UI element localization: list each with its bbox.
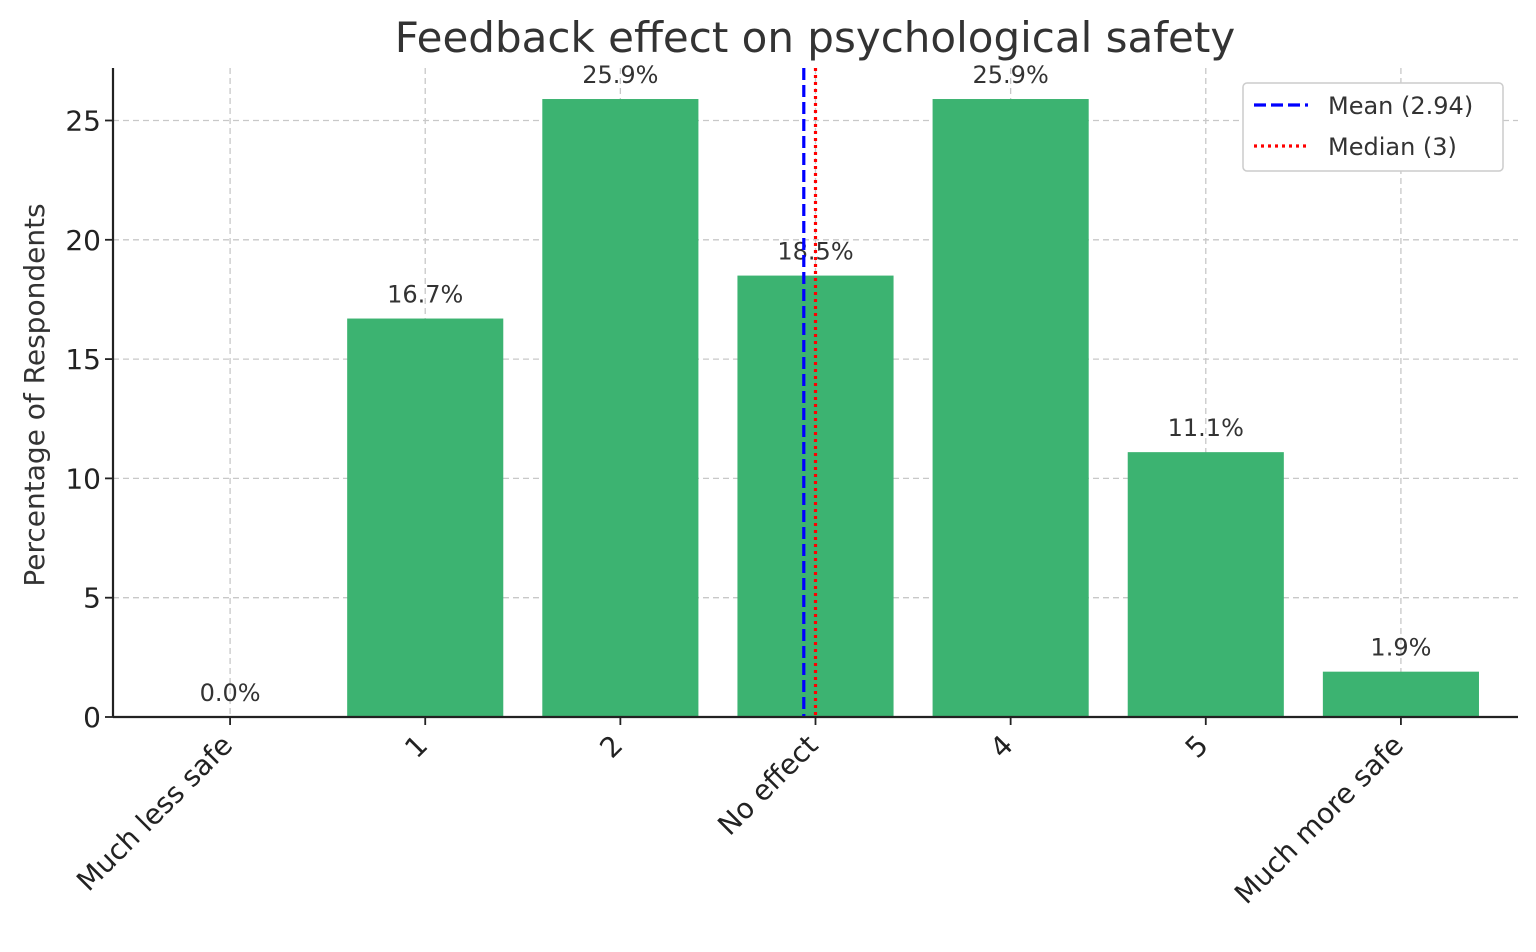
x-tick-label: 5 xyxy=(1179,729,1215,765)
legend-median-label: Median (3) xyxy=(1328,133,1457,161)
bar xyxy=(542,99,699,718)
y-axis-label: Percentage of Respondents xyxy=(18,203,51,586)
bar-value-label: 25.9% xyxy=(973,61,1049,89)
bar-value-label: 11.1% xyxy=(1168,414,1244,442)
y-tick-label: 15 xyxy=(65,343,101,376)
bar-value-label: 16.7% xyxy=(387,281,463,309)
chart-title: Feedback effect on psychological safety xyxy=(395,13,1235,62)
legend-mean-label: Mean (2.94) xyxy=(1328,92,1473,120)
bar-value-label: 25.9% xyxy=(582,61,658,89)
bar xyxy=(932,99,1089,718)
bar xyxy=(1322,671,1479,717)
reference-lines xyxy=(802,68,818,717)
bar xyxy=(347,318,504,717)
legend: Mean (2.94) Median (3) xyxy=(1242,82,1504,172)
y-tick-label: 25 xyxy=(65,104,101,137)
y-tick-label: 10 xyxy=(65,462,101,495)
x-tick-label: 1 xyxy=(398,729,434,765)
y-tick-label: 20 xyxy=(65,224,101,257)
x-tick-label: Much less safe xyxy=(70,729,239,898)
bar-value-label: 0.0% xyxy=(200,679,261,707)
data-labels: 0.0%16.7%25.9%18.5%25.9%11.1%1.9% xyxy=(200,61,1432,707)
bar xyxy=(1127,452,1284,717)
x-tick-label: No effect xyxy=(711,729,824,842)
y-tick-label: 0 xyxy=(83,701,101,734)
bar-value-label: 1.9% xyxy=(1370,634,1431,662)
x-ticks: Much less safe 1 2 No effect 4 5 Much more saf… xyxy=(70,717,1410,910)
x-tick-label: 2 xyxy=(593,729,629,765)
x-tick-label: Much more safe xyxy=(1228,729,1410,911)
x-tick-label: 4 xyxy=(984,729,1020,765)
y-ticks: 0 5 10 15 20 25 xyxy=(65,104,113,734)
bars xyxy=(347,99,1479,718)
y-tick-label: 5 xyxy=(83,582,101,615)
